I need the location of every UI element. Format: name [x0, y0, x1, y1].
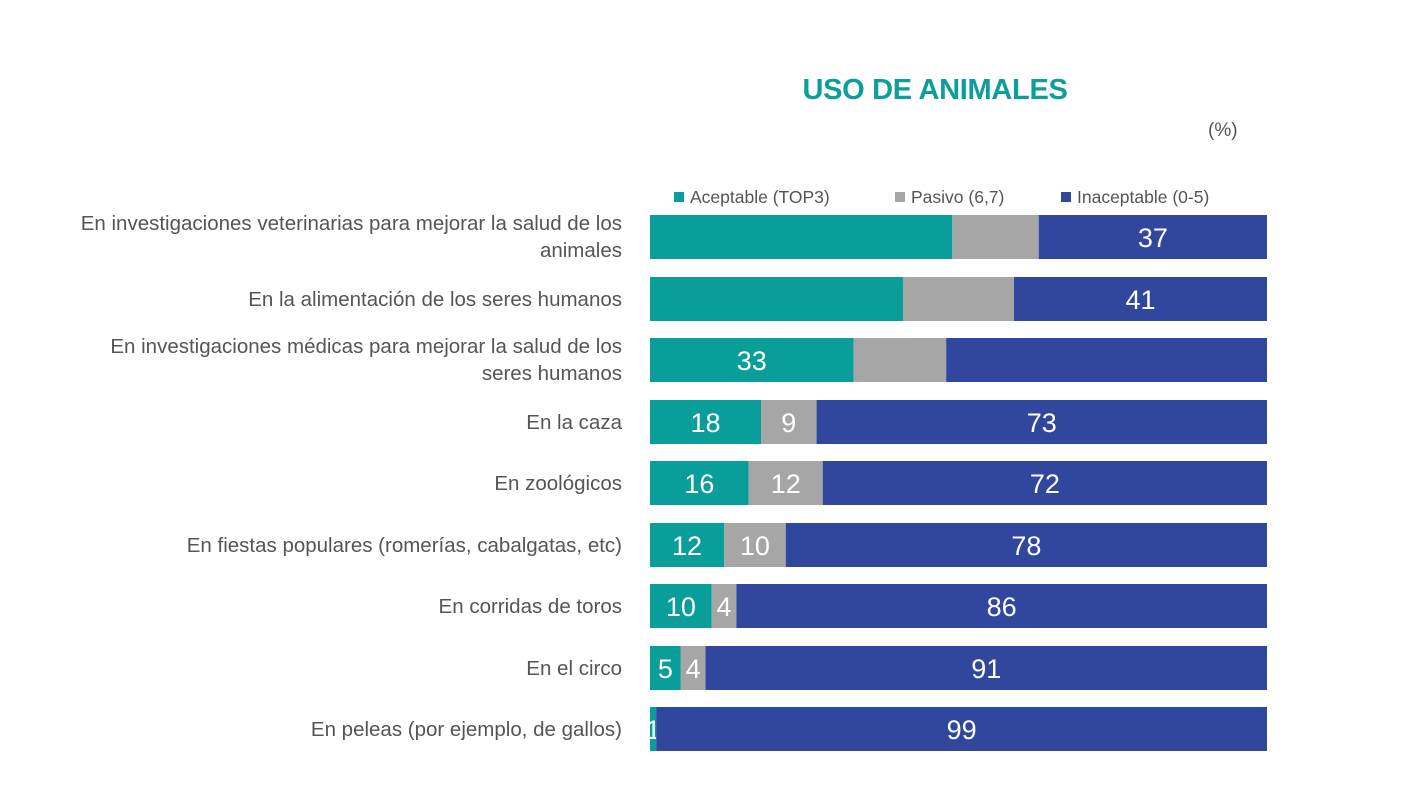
legend-swatch: [1061, 192, 1071, 202]
bar-segment-pasivo-6-7: [853, 338, 947, 382]
bar-segment-pasivo-6-7: [748, 461, 823, 505]
data-label: 12: [672, 531, 702, 561]
bar-segment-pasivo-6-7: [680, 646, 706, 690]
bar-segment-inaceptable-0-5: [1038, 215, 1267, 259]
category-label: En investigaciones veterinarias para mej…: [80, 212, 622, 262]
data-label: 12: [771, 469, 801, 499]
bar-segment-pasivo-6-7: [952, 215, 1039, 259]
bar-segment-inaceptable-0-5: [822, 461, 1267, 505]
data-label: 18: [691, 408, 721, 438]
data-label: 73: [1027, 408, 1057, 438]
legend-label: Pasivo (6,7): [911, 186, 1005, 207]
data-label: 4: [717, 592, 732, 622]
bar-segment-inaceptable-0-5: [705, 646, 1267, 690]
bar-segment-pasivo-6-7: [902, 277, 1015, 321]
bar-segment-aceptable-top3: [650, 400, 762, 444]
bar-segment-inaceptable-0-5: [816, 400, 1267, 444]
data-label: 78: [1011, 531, 1041, 561]
bar-segment-pasivo-6-7: [724, 523, 786, 567]
legend-item-pasivo-6-7: Pasivo (6,7): [895, 186, 1004, 208]
data-label: 33: [737, 346, 767, 376]
bar-segment-inaceptable-0-5: [946, 338, 1267, 382]
data-label: 4: [686, 654, 701, 684]
category-label: En corridas de toros: [438, 594, 622, 618]
legend-label: Aceptable (TOP3): [690, 186, 830, 207]
bar-segment-aceptable-top3: [650, 523, 725, 567]
category-label: En peleas (por ejemplo, de gallos): [310, 717, 622, 741]
legend-label: Inaceptable (0-5): [1077, 186, 1210, 207]
data-label: 41: [1125, 285, 1155, 315]
legend-swatch: [674, 192, 684, 202]
category-label: En el circo: [526, 656, 622, 680]
bar-segment-pasivo-6-7: [711, 584, 737, 628]
category-label: En investigaciones médicas para mejorar …: [110, 335, 622, 385]
bar-segment-aceptable-top3: [650, 707, 657, 751]
bar-segment-aceptable-top3: [650, 215, 953, 259]
data-label: 86: [987, 592, 1017, 622]
bar-segment-inaceptable-0-5: [736, 584, 1267, 628]
bar-segment-inaceptable-0-5: [1014, 277, 1267, 321]
bar-segment-aceptable-top3: [650, 646, 681, 690]
data-label: 10: [666, 592, 696, 622]
chart-title: USO DE ANIMALES: [802, 74, 1068, 106]
data-label: 16: [684, 469, 714, 499]
bar-segment-aceptable-top3: [650, 461, 749, 505]
data-label: 37: [1138, 223, 1168, 253]
data-label: 72: [1030, 469, 1060, 499]
legend-item-aceptable-top3: Aceptable (TOP3): [674, 186, 830, 208]
bar-segment-aceptable-top3: [650, 338, 854, 382]
data-label: 99: [947, 715, 977, 745]
bar-segment-pasivo-6-7: [761, 400, 817, 444]
bar-segment-aceptable-top3: [650, 277, 903, 321]
data-label: 10: [740, 531, 770, 561]
unit-label: (%): [1208, 120, 1238, 141]
bar-segment-inaceptable-0-5: [656, 707, 1267, 751]
legend-item-inaceptable-0-5: Inaceptable (0-5): [1061, 186, 1209, 208]
legend-swatch: [895, 192, 905, 202]
category-label: En zoológicos: [494, 471, 622, 495]
bar-segment-inaceptable-0-5: [785, 523, 1267, 567]
bar-segment-aceptable-top3: [650, 584, 712, 628]
data-label: 9: [781, 408, 796, 438]
category-label: En fiestas populares (romerías, cabalgat…: [186, 533, 622, 557]
data-label: 5: [658, 654, 673, 684]
category-label: En la alimentación de los seres humanos: [248, 287, 622, 311]
category-label: En la caza: [526, 410, 622, 434]
data-label: 91: [971, 654, 1001, 684]
